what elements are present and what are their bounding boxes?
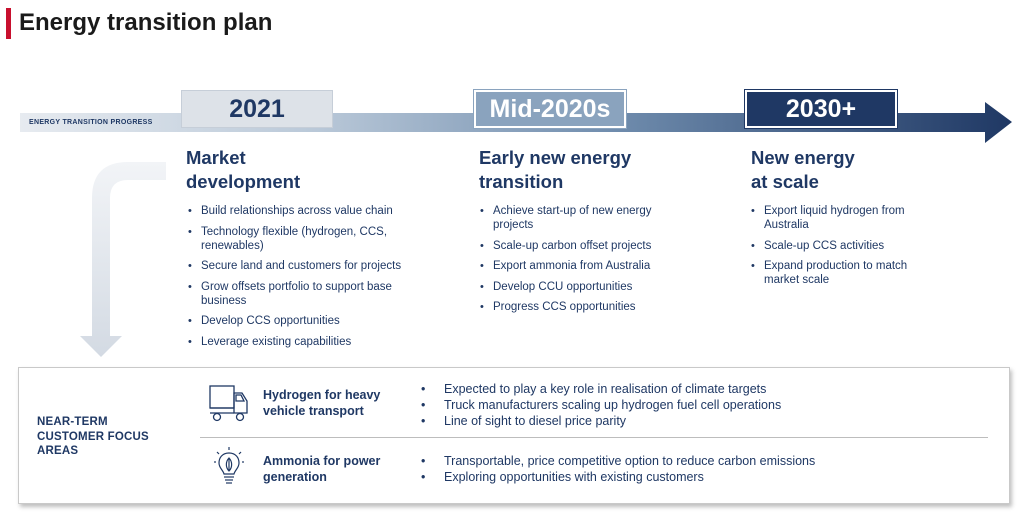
list-item: Develop CCS opportunities — [186, 314, 422, 328]
stage-title-early-new-energy: Early new energy transition — [479, 146, 699, 194]
progress-label: ENERGY TRANSITION PROGRESS — [29, 119, 153, 126]
focus-label-line: AREAS — [37, 445, 79, 457]
down-arrow — [80, 162, 166, 357]
list-item: Transportable, price competitive option … — [421, 453, 815, 469]
focus-label-line: NEAR-TERM — [37, 416, 108, 428]
stage-bullets-2021: Build relationships across value chain T… — [186, 204, 422, 355]
list-item: Achieve start-up of new energy projects — [478, 204, 678, 232]
focus-area-ammonia-bullets: Transportable, price competitive option … — [421, 453, 815, 485]
list-item: Line of sight to diesel price parity — [421, 413, 781, 429]
list-item: Scale-up carbon offset projects — [478, 239, 678, 253]
focus-name-line: Ammonia for power — [263, 454, 381, 468]
stage-title-line: Market — [186, 147, 246, 168]
list-item: Exploring opportunities with existing cu… — [421, 469, 815, 485]
stage-title-line: at scale — [751, 171, 819, 192]
list-item: Truck manufacturers scaling up hydrogen … — [421, 397, 781, 413]
lightbulb-leaf-icon — [214, 447, 244, 484]
list-item: Build relationships across value chain — [186, 204, 422, 218]
stage-title-line: New energy — [751, 147, 855, 168]
year-box-mid-2020s: Mid-2020s — [473, 89, 627, 129]
stage-title-line: transition — [479, 171, 564, 192]
year-box-2030: 2030+ — [744, 89, 898, 129]
list-item: Expected to play a key role in realisati… — [421, 381, 781, 397]
focus-name-line: generation — [263, 470, 327, 484]
stage-title-market-development: Market development — [186, 146, 406, 194]
list-item: Secure land and customers for projects — [186, 259, 422, 273]
focus-name-line: Hydrogen for heavy — [263, 388, 381, 402]
title-accent-bar — [6, 8, 11, 39]
list-item: Technology flexible (hydrogen, CCS, rene… — [186, 225, 422, 253]
list-item: Export liquid hydrogen from Australia — [749, 204, 935, 232]
list-item: Expand production to match market scale — [749, 259, 935, 287]
focus-divider — [200, 437, 988, 438]
list-item: Scale-up CCS activities — [749, 239, 935, 253]
year-box-2021: 2021 — [181, 90, 333, 128]
focus-name-line: vehicle transport — [263, 404, 364, 418]
list-item: Grow offsets portfolio to support base b… — [186, 280, 422, 308]
list-item: Leverage existing capabilities — [186, 335, 422, 349]
list-item: Export ammonia from Australia — [478, 259, 678, 273]
stage-title-new-energy-at-scale: New energy at scale — [751, 146, 971, 194]
focus-area-hydrogen-title: Hydrogen for heavy vehicle transport — [263, 387, 413, 419]
stage-title-line: Early new energy — [479, 147, 632, 168]
focus-area-hydrogen-bullets: Expected to play a key role in realisati… — [421, 381, 781, 429]
list-item: Progress CCS opportunities — [478, 300, 678, 314]
list-item: Develop CCU opportunities — [478, 280, 678, 294]
stage-title-line: development — [186, 171, 301, 192]
focus-areas-label: NEAR-TERM CUSTOMER FOCUS AREAS — [37, 415, 149, 459]
focus-label-line: CUSTOMER FOCUS — [37, 430, 149, 443]
page-title: Energy transition plan — [19, 9, 273, 36]
truck-icon — [209, 385, 248, 422]
stage-bullets-2030: Export liquid hydrogen from Australia Sc… — [749, 204, 935, 294]
focus-area-ammonia-title: Ammonia for power generation — [263, 453, 413, 485]
stage-bullets-mid-2020s: Achieve start-up of new energy projects … — [478, 204, 678, 321]
